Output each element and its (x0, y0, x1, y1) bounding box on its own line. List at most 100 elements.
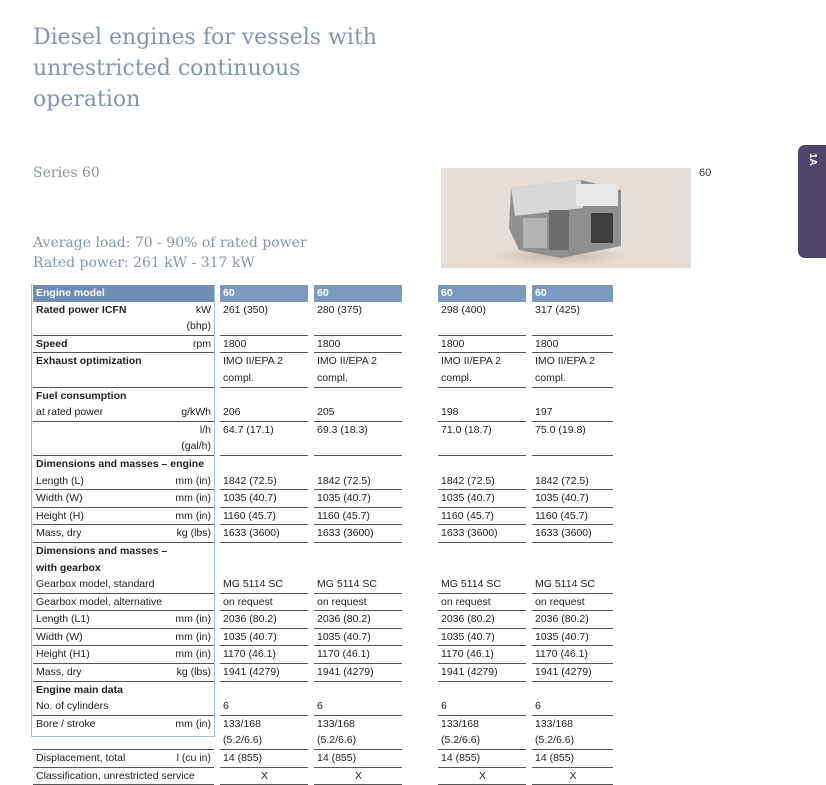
value-cell: 1941 (4279) (438, 664, 526, 682)
load-info: Average load: 70 - 90% of rated power Ra… (33, 233, 307, 273)
row-label: Fuel consumption (36, 389, 127, 402)
column-gap (402, 336, 438, 354)
value-cell: X (532, 768, 613, 785)
row-label: Height (H1) (33, 646, 173, 665)
row-unit: kg (lbs) (173, 664, 214, 682)
value-cell: 14 (855) (532, 750, 613, 768)
table-row: Displacement, total l (cu in) 14 (855) 14 (… (33, 750, 613, 768)
table-row: Gearbox model, alternative on request on r… (33, 594, 613, 612)
empty-cell (220, 456, 308, 473)
table-row: Exhaust optimization IMO II/EPA 2 compl. I… (33, 353, 613, 388)
empty-cell (438, 543, 526, 576)
empty-cell (314, 388, 402, 405)
value-cell: 1800 (532, 336, 613, 354)
row-label: Exhaust optimization (33, 353, 173, 388)
empty-cell (220, 682, 308, 699)
empty-cell (220, 543, 308, 576)
row-unit: mm (in) (173, 646, 214, 665)
value-cell: 1035 (40.7) (220, 629, 308, 647)
value-cell: MG 5114 SC (314, 576, 402, 594)
section-tab[interactable]: 1A (798, 145, 826, 258)
value-cell: 6 (314, 698, 402, 716)
column-gap (402, 594, 438, 612)
row-label: Gearbox model, alternative (33, 594, 173, 612)
row-unit: kW (bhp) (173, 302, 214, 336)
value-cell: MG 5114 SC (220, 576, 308, 594)
row-label: Classification, unrestricted service (33, 768, 214, 785)
value-cell: 261 (350) (220, 302, 308, 336)
value-cell: 1842 (72.5) (532, 473, 613, 491)
empty-cell (532, 388, 613, 405)
column-gap (402, 353, 438, 387)
value-cell: 280 (375) (314, 302, 402, 336)
row-label: Speed (33, 336, 173, 354)
value-cell: on request (532, 594, 613, 612)
row-unit: mm (in) (173, 508, 214, 526)
empty-cell (532, 543, 613, 576)
table-row: l/h (gal/h) 64.7 (17.1) 69.3 (18.3) 71.0 (1… (33, 422, 613, 456)
value-cell: IMO II/EPA 2 compl. (314, 353, 402, 388)
value-cell: 6 (220, 698, 308, 716)
column-gap (402, 473, 438, 491)
column-gap (402, 456, 438, 473)
column-gap (402, 768, 438, 785)
value-cell: MG 5114 SC (438, 576, 526, 594)
row-label: Bore / stroke (33, 716, 173, 751)
table-row: Height (H) mm (in) 1160 (45.7) 1160 (45.7) 1… (33, 508, 613, 526)
empty-cell (532, 456, 613, 473)
value-cell: 64.7 (17.1) (220, 422, 308, 456)
engine-model-cell: 60 (314, 285, 402, 302)
empty-cell (438, 456, 526, 473)
value-cell: 206 (220, 404, 308, 422)
column-gap (402, 543, 438, 576)
average-load: Average load: 70 - 90% of rated power (33, 235, 307, 251)
row-label: Mass, dry (33, 664, 173, 682)
value-cell: 1035 (40.7) (438, 629, 526, 647)
value-cell: 1633 (3600) (438, 525, 526, 543)
table-header: Engine model 60 60 60 60 (33, 285, 613, 302)
table-row: Length (L1) mm (in) 2036 (80.2) 2036 (80.2)… (33, 611, 613, 629)
column-gap (402, 750, 438, 768)
table-row: Length (L) mm (in) 1842 (72.5) 1842 (72.5) 1… (33, 473, 613, 491)
value-cell: 1035 (40.7) (220, 490, 308, 508)
row-label: Width (W) (33, 629, 173, 647)
value-cell: 1170 (46.1) (220, 646, 308, 665)
row-label: Length (L1) (33, 611, 173, 629)
empty-cell (314, 456, 402, 473)
value-cell: 298 (400) (438, 302, 526, 336)
value-cell: 1842 (72.5) (314, 473, 402, 491)
row-unit (173, 594, 214, 612)
value-cell: 1941 (4279) (220, 664, 308, 682)
value-cell: 1035 (40.7) (314, 629, 402, 647)
spec-table: Engine model 60 60 60 60 Rated power ICFN kW (… (33, 285, 613, 785)
empty-cell (532, 682, 613, 699)
value-cell: 2036 (80.2) (314, 611, 402, 629)
empty-cell (438, 682, 526, 699)
value-cell: 2036 (80.2) (220, 611, 308, 629)
value-cell: 1633 (3600) (314, 525, 402, 543)
column-gap (402, 302, 438, 336)
value-cell: 14 (855) (438, 750, 526, 768)
row-label: at rated power (33, 404, 173, 422)
column-gap (402, 698, 438, 716)
table-row: No. of cylinders 6 6 6 6 (33, 698, 613, 716)
column-gap (402, 682, 438, 699)
value-cell: 317 (425) (532, 302, 613, 336)
value-cell: 1633 (3600) (220, 525, 308, 543)
row-unit: g/kWh (173, 404, 214, 422)
table-row: Bore / stroke mm (in) 133/168 (5.2/6.6) 133… (33, 716, 613, 751)
value-cell: 75.0 (19.8) (532, 422, 613, 456)
value-cell: 133/168 (5.2/6.6) (220, 716, 308, 751)
value-cell: 6 (532, 698, 613, 716)
column-gap (402, 404, 438, 422)
value-cell: 2036 (80.2) (438, 611, 526, 629)
section-tab-label: 1A (807, 153, 818, 166)
value-cell: 133/168 (5.2/6.6) (314, 716, 402, 751)
row-unit: mm (in) (173, 611, 214, 629)
engine-photo (441, 168, 691, 268)
value-cell: on request (438, 594, 526, 612)
section-row: Fuel consumption (33, 388, 613, 405)
row-label: Width (W) (33, 490, 173, 508)
empty-cell (438, 388, 526, 405)
row-label: Displacement, total (33, 750, 173, 768)
